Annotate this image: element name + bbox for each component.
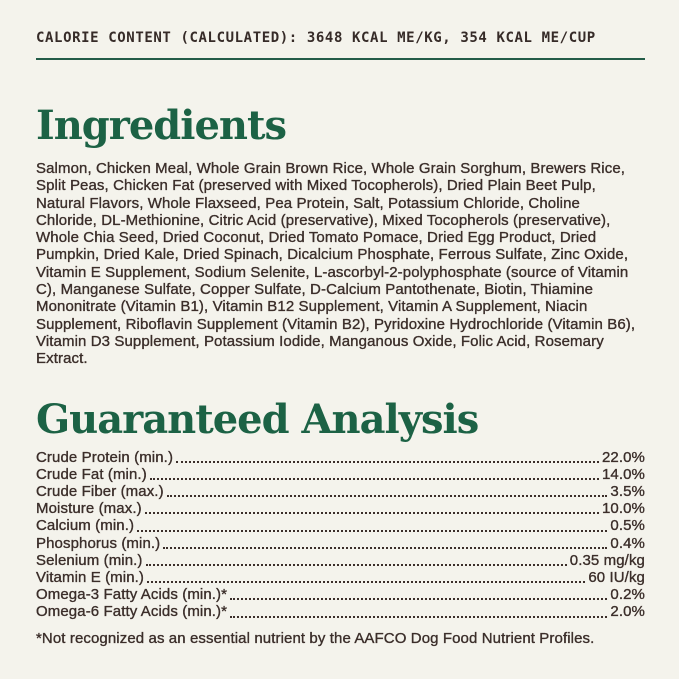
analysis-row-label: Omega-3 Fatty Acids (min.)* [36, 586, 228, 604]
analysis-row: Omega-6 Fatty Acids (min.)* 2.0% [36, 603, 645, 620]
guaranteed-analysis-table: Crude Protein (min.) 22.0% Crude Fat (mi… [36, 448, 645, 621]
dot-leader [163, 546, 608, 549]
dot-leader [147, 581, 586, 584]
analysis-row: Phosphorus (min.) 0.4% [36, 534, 645, 552]
dot-leader [230, 598, 608, 601]
analysis-row-label: Crude Fiber (max.) [36, 482, 164, 500]
analysis-row-value: 0.5% [610, 517, 645, 535]
analysis-row-label: Calcium (min.) [36, 517, 135, 535]
guaranteed-analysis-heading: Guaranteed Analysis [36, 395, 479, 443]
analysis-row: Crude Protein (min.) 22.0% [36, 448, 645, 466]
analysis-row-label: Moisture (max.) [36, 500, 142, 518]
analysis-row-value: 22.0% [601, 448, 645, 466]
analysis-row-value: 0.35 mg/kg [569, 551, 645, 569]
analysis-row-label: Crude Fat (min.) [36, 465, 147, 483]
calorie-content-line: CALORIE CONTENT (CALCULATED): 3648 KCAL … [36, 30, 645, 60]
analysis-row-value: 3.5% [610, 482, 645, 500]
analysis-row: Selenium (min.) 0.35 mg/kg [36, 552, 645, 569]
analysis-row: Calcium (min.) 0.5% [36, 517, 645, 534]
analysis-row-value: 60 IU/kg [588, 568, 645, 586]
analysis-row-label: Phosphorus (min.) [36, 534, 161, 552]
dot-leader [145, 563, 567, 566]
analysis-row: Crude Fat (min.) 14.0% [36, 466, 645, 483]
dot-leader [144, 512, 599, 515]
analysis-row-label: Crude Protein (min.) [36, 448, 174, 466]
ingredients-paragraph: Salmon, Chicken Meal, Whole Grain Brown … [36, 160, 636, 368]
dot-leader [176, 460, 599, 463]
ingredients-heading: Ingredients [36, 102, 287, 149]
dot-leader [137, 529, 608, 532]
dot-leader [149, 477, 599, 480]
analysis-row-value: 14.0% [601, 465, 645, 483]
analysis-row-label: Selenium (min.) [36, 551, 143, 569]
dot-leader [166, 495, 608, 498]
analysis-row-label: Omega-6 Fatty Acids (min.)* [36, 603, 228, 621]
analysis-row: Vitamin E (min.) 60 IU/kg [36, 569, 645, 586]
analysis-row: Moisture (max.) 10.0% [36, 500, 645, 517]
analysis-row: Omega-3 Fatty Acids (min.)* 0.2% [36, 586, 645, 603]
dot-leader [230, 615, 608, 618]
aafco-footnote: *Not recognized as an essential nutrient… [36, 629, 595, 647]
analysis-row-value: 0.4% [610, 534, 645, 552]
analysis-row-value: 0.2% [610, 586, 645, 604]
analysis-row: Crude Fiber (max.) 3.5% [36, 483, 645, 500]
analysis-row-value: 2.0% [610, 603, 645, 621]
analysis-row-label: Vitamin E (min.) [36, 568, 145, 586]
analysis-row-value: 10.0% [601, 500, 645, 518]
